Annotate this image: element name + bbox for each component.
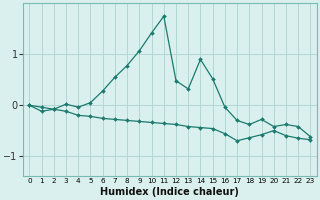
X-axis label: Humidex (Indice chaleur): Humidex (Indice chaleur) xyxy=(100,187,239,197)
